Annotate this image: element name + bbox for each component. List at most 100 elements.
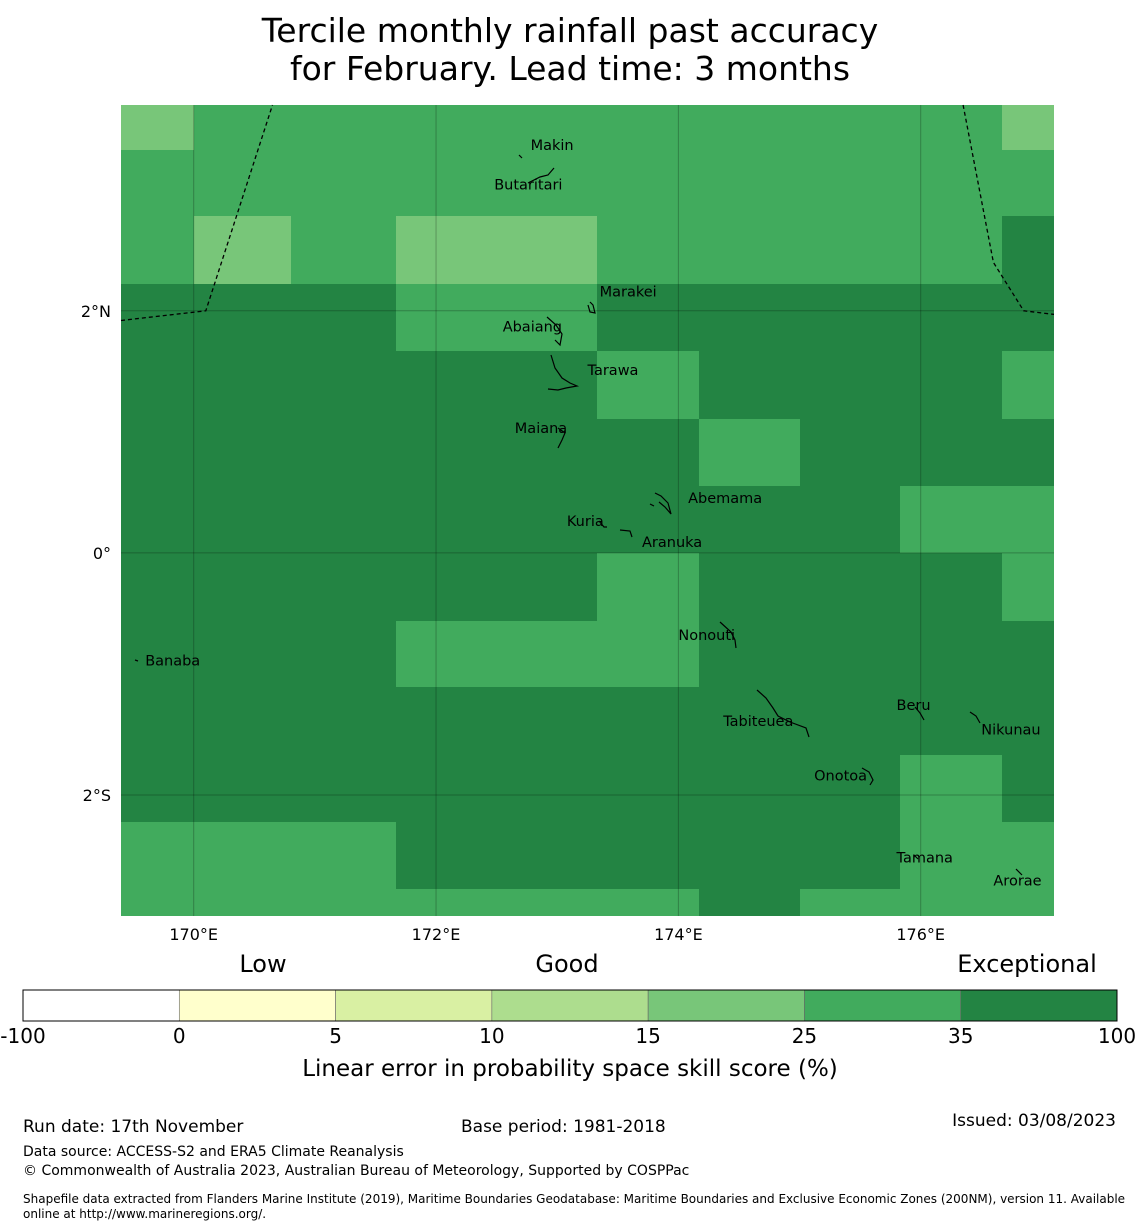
grid-cell [121,755,194,822]
title-line-2: for February. Lead time: 3 months [290,49,850,88]
grid-cell [699,150,800,216]
grid-cell [194,419,291,486]
grid-cell [1002,755,1054,822]
grid-cell [497,150,597,216]
grid-cell [800,822,900,889]
grid-cell [1002,486,1054,553]
place-label: Beru [897,698,931,714]
grid-cell [1002,105,1054,150]
grid-cell [900,105,1002,150]
island-outline [756,689,810,738]
eez-boundary-west [120,104,274,322]
colorbar-tick-label: 35 [948,1024,973,1048]
island-outline [518,154,523,159]
place-label: Tamana [896,851,953,867]
grid-cell [597,687,699,755]
island-outline [861,767,874,786]
shapefile-credit-line-1: Shapefile data extracted from Flanders M… [23,1192,1125,1206]
grid-cell [396,216,497,284]
grid-cell [121,621,194,687]
island-outline [598,520,607,528]
grid-cell [121,105,194,150]
place-label: Tarawa [587,363,639,379]
grid-cell [194,755,291,822]
grid-cell [900,687,1002,755]
grid-cell [800,889,900,916]
colorbar-category-exceptional: Exceptional [957,950,1097,978]
grid-cell [497,822,597,889]
grid-cell [194,150,291,216]
grid-cell [900,216,1002,284]
colorbar-tick-label: -100 [0,1024,45,1048]
grid-cell [597,621,699,687]
grid-cell [800,553,900,621]
grid-cell [497,553,597,621]
grid-cell [800,755,900,822]
island-outline [134,659,139,662]
grid-cell [291,419,396,486]
grid-cell [291,216,396,284]
grid-cell [597,284,699,351]
grid-cell [291,284,396,351]
grid-cell [291,105,396,150]
colorbar-bin [335,989,493,1022]
grid-cell [800,621,900,687]
skill-grid [121,105,1054,916]
grid-cell [900,553,1002,621]
island-outline [649,503,655,507]
place-label: Onotoa [814,768,867,784]
place-label: Marakei [600,284,657,300]
grid-cell [597,150,699,216]
base-period: Base period: 1981-2018 [461,1117,666,1137]
grid-cell [291,621,396,687]
colorbar-tick-label: 10 [479,1024,504,1048]
place-label: Nikunau [981,722,1040,738]
grid-cell [699,553,800,621]
grid-cell [1002,621,1054,687]
grid-cell [121,284,194,351]
grid-cell [699,755,800,822]
grid-cell [291,351,396,419]
map-gridlines [121,105,1054,916]
island-outlines [134,154,1023,876]
place-label: Abemama [688,491,762,507]
colorbar-frame [22,989,1118,1022]
grid-cell [396,755,497,822]
run-date: Run date: 17th November [23,1117,243,1137]
grid-cell [699,889,800,916]
grid-cell [900,889,1002,916]
grid-cell [900,150,1002,216]
island-outline [654,492,672,515]
grid-cell [597,105,699,150]
grid-cell [1002,687,1054,755]
grid-cell [1002,553,1054,621]
lon-tick-label: 176°E [896,925,945,944]
grid-cell [291,553,396,621]
grid-cell [900,621,1002,687]
grid-cell [699,822,800,889]
grid-cell [800,351,900,419]
colorbar-category-low: Low [239,950,286,978]
colorbar-tick-label: 5 [329,1024,342,1048]
colorbar-bin [178,989,336,1022]
grid-cell [194,216,291,284]
place-label: Maiana [515,421,567,437]
grid-cell [194,687,291,755]
colorbar-category-good: Good [535,950,598,978]
colorbar-tick-label: 0 [173,1024,186,1048]
grid-cell [800,105,900,150]
grid-cell [597,419,699,486]
place-label: Tabiteuea [722,714,793,730]
footer: Run date: 17th November Base period: 198… [23,1111,1125,1221]
island-outline [719,621,737,649]
lat-tick-label: 2°S [83,786,111,805]
grid-cell [699,621,800,687]
grid-cell [396,150,497,216]
grid-cell [699,351,800,419]
grid-cell [396,621,497,687]
skill-score-map: Makin Butaritari Marakei Abaiang Tarawa Maian… [120,104,1055,916]
colorbar-legend: Low Good Exceptional -100 0 5 10 15 25 35 100 L… [0,950,1136,1082]
grid-cell [1002,419,1054,486]
grid-cell [597,822,699,889]
